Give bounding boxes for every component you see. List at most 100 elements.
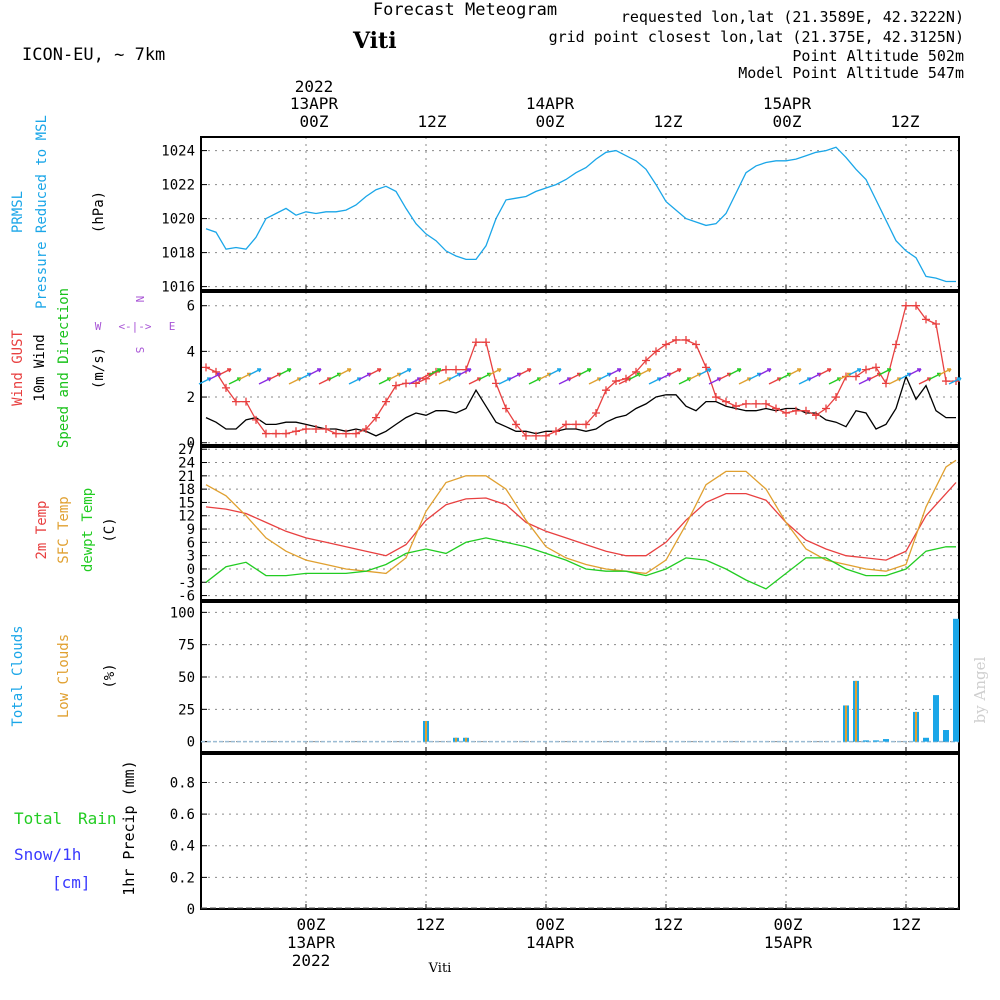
top-label-time: 00Z (773, 112, 802, 131)
panel-frame (200, 753, 960, 910)
gust-marker (812, 411, 820, 420)
gust-marker (742, 399, 750, 408)
wind-direction-arrow (338, 368, 352, 376)
bottom-label-time: 00Z (774, 915, 803, 934)
gust-marker (932, 319, 940, 328)
y-tick-label: 0 (187, 735, 195, 751)
gust-marker (892, 340, 900, 349)
low-clouds-label: Low Clouds (56, 634, 72, 718)
gust-marker (882, 379, 890, 388)
y-tick-label: 12 (178, 509, 195, 525)
y-tick-label: 0.6 (170, 807, 195, 823)
wind-direction-arrow (398, 368, 412, 376)
low-clouds-bar (465, 737, 467, 742)
compass-arrow: <-|-> (118, 320, 151, 333)
gust-marker (282, 429, 290, 438)
location-name: Viti (352, 28, 397, 54)
wind-direction-arrow (458, 368, 472, 376)
wind-direction-arrow (518, 368, 532, 376)
wind-direction-arrow (878, 368, 892, 376)
bottom-label-date: 15APR (764, 933, 813, 952)
gust-marker (212, 367, 220, 376)
snow-unit: [cm] (52, 873, 91, 892)
temp-sfc-line (205, 459, 957, 575)
wind-direction-arrow (218, 368, 232, 376)
low-clouds-bar (855, 680, 857, 742)
wind-direction-arrow (638, 368, 652, 376)
footer-location: Viti (428, 961, 452, 976)
gust-marker (582, 420, 590, 429)
rain-label-b: Rain (78, 809, 117, 828)
gust-marker (352, 429, 360, 438)
grid-point-coords: grid point closest lon,lat (21.375E, 42.… (549, 28, 964, 46)
pressure-line (205, 146, 956, 283)
wind-direction-arrow (608, 368, 622, 376)
gust-marker (482, 338, 490, 347)
gust-marker (372, 413, 380, 422)
gust-marker (382, 397, 390, 406)
compass-rose: N W <-|-> E S (95, 296, 176, 354)
gust-marker (502, 404, 510, 413)
total-clouds-bar (923, 737, 929, 742)
gust-marker (592, 409, 600, 418)
wind-direction-arrow (668, 368, 682, 376)
low-clouds-bar (455, 737, 457, 742)
wind-unit: (m/s) (91, 347, 107, 389)
y-tick-label: 0.8 (170, 775, 195, 791)
y-tick-label: 15 (178, 495, 195, 511)
temp-2m-line (205, 482, 957, 561)
wind-direction-arrow (948, 377, 962, 385)
gust-marker (222, 383, 230, 392)
wind-direction-arrow (428, 368, 442, 376)
panel-frame (200, 136, 960, 291)
model-name: ICON-EU, ~ 7km (22, 45, 165, 65)
snow-label: Snow/1h (14, 845, 81, 864)
wind-direction-arrow (248, 368, 262, 376)
gust-marker (862, 365, 870, 374)
gust-marker (602, 386, 610, 395)
y-tick-label: 75 (178, 638, 195, 654)
gust-marker (242, 397, 250, 406)
bottom-label-time: 12Z (892, 915, 921, 934)
clouds-panel: 0 25 50 75 100 (170, 601, 960, 753)
bottom-label-year: 2022 (292, 951, 331, 970)
pressure-panel: 1016 1018 1020 1022 1024 (161, 136, 960, 296)
gust-label: Wind GUST (10, 330, 26, 406)
gust-marker (912, 301, 920, 310)
y-tick-label: 24 (178, 456, 195, 472)
wind-direction-arrow (308, 368, 322, 376)
top-label-year: 2022 (295, 77, 334, 96)
gust-marker (752, 399, 760, 408)
wind-direction-arrow (788, 368, 802, 376)
gust-marker (702, 363, 710, 372)
y-tick-label: -6 (178, 589, 195, 605)
gust-marker (202, 363, 210, 372)
gust-marker (232, 397, 240, 406)
gust-marker (312, 425, 320, 434)
gust-marker (642, 356, 650, 365)
y-tick-label: 4 (187, 344, 195, 360)
gust-marker (662, 340, 670, 349)
wind-direction-arrow (278, 368, 292, 376)
gust-marker (332, 429, 340, 438)
gust-marker (572, 420, 580, 429)
y-tick-label: 27 (178, 442, 195, 458)
gust-marker (802, 406, 810, 415)
clouds-unit: (%) (102, 663, 118, 688)
wind-direction-arrow (548, 368, 562, 376)
y-tick-label: 0 (187, 902, 195, 918)
precipitation-panel: 0 0.2 0.4 0.6 0.8 (170, 753, 960, 918)
top-label-date: 14APR (526, 94, 575, 113)
gust-marker (612, 377, 620, 386)
y-tick-label: 1024 (161, 144, 195, 160)
gust-marker (542, 431, 550, 440)
compass-e: E (169, 320, 176, 333)
gust-marker (722, 397, 730, 406)
precip-axis-label: 1hr Precip (mm) (120, 760, 138, 895)
wind-direction-arrow (368, 368, 382, 376)
wind-10m-line (205, 374, 956, 437)
panel-frame (200, 291, 960, 446)
sfc-label: SFC Temp (56, 496, 72, 563)
y-tick-label: 1018 (161, 246, 195, 262)
